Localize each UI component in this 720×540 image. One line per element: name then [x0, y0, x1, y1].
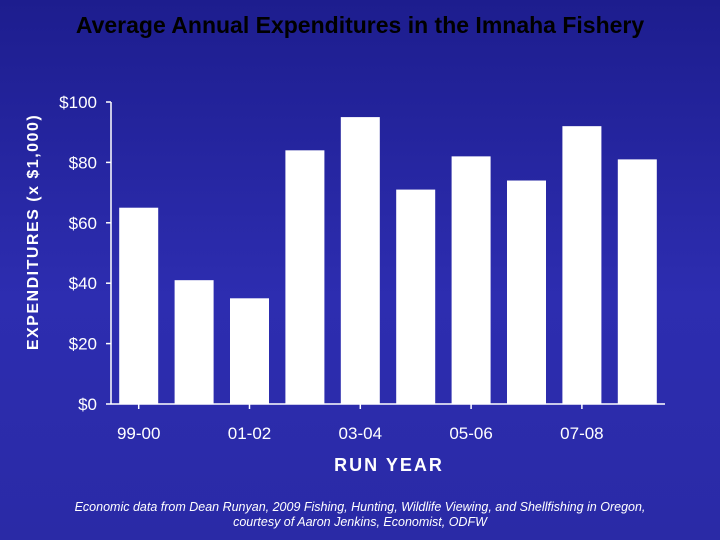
bar-03-04 [340, 117, 380, 404]
y-axis-label: EXPENDITURES (x $1,000) [25, 114, 42, 350]
source-note: Economic data from Dean Runyan, 2009 Fis… [20, 500, 700, 530]
source-note-line-2: courtesy of Aaron Jenkins, Economist, OD… [233, 515, 487, 529]
x-tick-label: 07-08 [560, 424, 603, 443]
source-note-line-1: Economic data from Dean Runyan, 2009 Fis… [74, 500, 646, 514]
bar-01-02 [230, 298, 269, 404]
x-tick-label: 99-00 [117, 424, 160, 443]
bar-08-09 [617, 159, 657, 404]
bar-06-07 [507, 180, 546, 404]
x-axis: 99-00 01-02 03-04 05-06 07-08 [117, 404, 604, 443]
bar-00-01 [174, 280, 214, 404]
bar-07-08 [562, 126, 602, 404]
slide-title: Average Annual Expenditures in the Imnah… [75, 12, 645, 38]
y-axis-title-group: EXPENDITURES (x $1,000) [25, 114, 42, 350]
x-tick-label: 01-02 [228, 424, 271, 443]
y-tick-label: $60 [69, 214, 97, 233]
y-tick-label: $100 [59, 93, 97, 112]
y-axis: $0 $20 $40 $60 $80 $100 [59, 93, 111, 414]
x-axis-label: RUN YEAR [334, 455, 444, 475]
bar-04-05 [396, 189, 436, 404]
x-tick-label: 03-04 [339, 424, 382, 443]
x-tick-label: 05-06 [449, 424, 492, 443]
y-tick-label: $40 [69, 274, 97, 293]
bar-02-03 [285, 150, 325, 404]
bars [119, 117, 657, 404]
bar-05-06 [451, 156, 491, 404]
y-tick-label: $80 [69, 153, 97, 172]
bar-99-00 [119, 207, 159, 404]
y-tick-label: $20 [69, 335, 97, 354]
y-tick-label: $0 [78, 395, 97, 414]
